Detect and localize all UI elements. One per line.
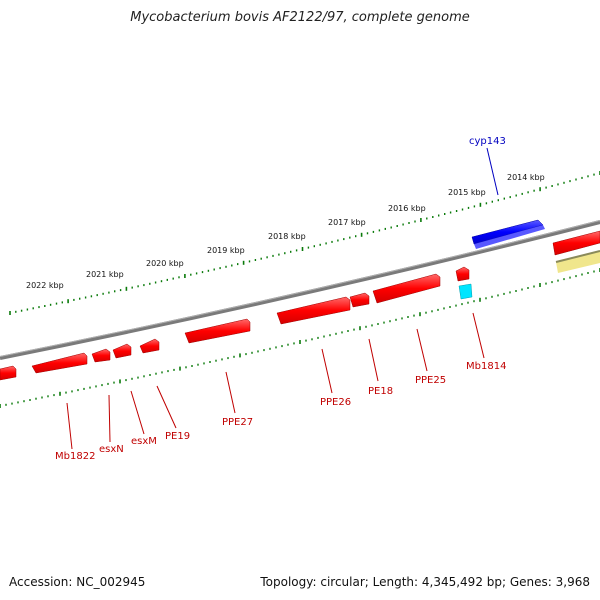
feature-yellow[interactable] <box>556 251 600 273</box>
label-ppe26[interactable]: PPE26 <box>320 397 351 408</box>
label-ppe25[interactable]: PPE25 <box>415 375 446 386</box>
lower-tick-track <box>0 268 600 408</box>
label-esxn[interactable]: esxN <box>99 444 124 455</box>
leader-ppe27 <box>225 371 236 414</box>
leader-pe19 <box>156 385 177 429</box>
genome-summary-text: Topology: circular; Length: 4,345,492 bp… <box>260 575 590 589</box>
gene-ppe26[interactable] <box>276 296 351 325</box>
genome-backbone <box>0 220 600 360</box>
leader-ppe26 <box>321 348 333 394</box>
kbp-labels: 2014 kbp 2015 kbp 2016 kbp 2017 kbp 2018… <box>26 173 545 290</box>
gene-labels: cyp143 Mb1814 PPE25 PE18 PPE26 PPE27 PE1… <box>55 136 506 462</box>
label-mb1822[interactable]: Mb1822 <box>55 451 95 462</box>
gene-pe18[interactable] <box>349 292 370 308</box>
upper-tick-track <box>9 171 600 315</box>
kbp-label-2017: 2017 kbp <box>328 218 366 227</box>
gene-forward-right[interactable] <box>552 230 600 256</box>
leader-esxn <box>108 394 111 443</box>
kbp-label-2014: 2014 kbp <box>507 173 545 182</box>
kbp-label-2015: 2015 kbp <box>448 188 486 197</box>
accession-text: Accession: NC_002945 <box>9 575 146 589</box>
leader-mb1822 <box>66 402 73 450</box>
label-mb1814[interactable]: Mb1814 <box>466 361 506 372</box>
leader-cyp143 <box>486 147 499 196</box>
label-pe19[interactable]: PE19 <box>165 431 190 442</box>
genome-backbone-highlight <box>0 220 600 357</box>
reverse-genes <box>0 266 473 381</box>
kbp-label-2021: 2021 kbp <box>86 270 124 279</box>
kbp-label-2019: 2019 kbp <box>207 246 245 255</box>
leader-ppe25 <box>416 328 428 372</box>
kbp-label-2022: 2022 kbp <box>26 281 64 290</box>
leader-esxm <box>130 390 145 435</box>
gene-cyan[interactable] <box>458 283 473 300</box>
gene-esxn[interactable] <box>91 348 111 363</box>
label-leaders <box>66 147 499 450</box>
leader-mb1814 <box>472 312 485 359</box>
gene-pe19[interactable] <box>139 338 160 354</box>
label-esxm[interactable]: esxM <box>131 436 157 447</box>
kbp-label-2018: 2018 kbp <box>268 232 306 241</box>
label-cyp143[interactable]: cyp143 <box>469 136 506 147</box>
kbp-label-2020: 2020 kbp <box>146 259 184 268</box>
feature-yellow-edge <box>555 250 600 263</box>
kbp-label-2016: 2016 kbp <box>388 204 426 213</box>
forward-genes <box>471 219 600 273</box>
gene-mb1814[interactable] <box>455 266 470 282</box>
map-title: Mycobacterium bovis AF2122/97, complete … <box>130 10 470 25</box>
gene-esxm[interactable] <box>112 343 132 359</box>
leader-pe18 <box>368 338 379 382</box>
gene-mb1822[interactable] <box>31 352 88 374</box>
gene-ppe27[interactable] <box>184 318 251 344</box>
label-pe18[interactable]: PE18 <box>368 386 393 397</box>
gene-ppe25[interactable] <box>372 273 441 304</box>
label-ppe27[interactable]: PPE27 <box>222 417 253 428</box>
gene-reverse-left[interactable] <box>0 365 17 381</box>
gene-cyp143-shadow <box>474 225 545 249</box>
